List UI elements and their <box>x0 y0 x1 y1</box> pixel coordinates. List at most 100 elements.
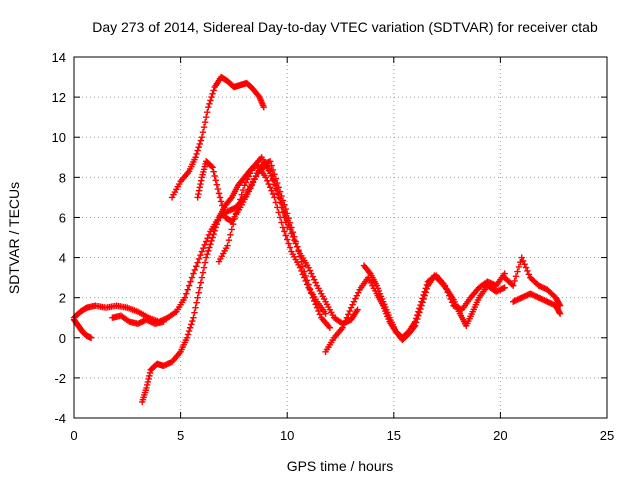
data-point <box>271 181 278 188</box>
data-point <box>195 187 203 194</box>
data-point <box>237 196 244 203</box>
data-point <box>345 311 352 318</box>
data-point <box>262 174 270 181</box>
data-point <box>241 182 248 189</box>
data-point <box>213 220 221 228</box>
y-tick-label: -4 <box>54 411 66 426</box>
y-tick-label: 8 <box>59 170 66 185</box>
data-point <box>143 384 150 392</box>
data-point <box>299 263 307 270</box>
chart-title: Day 273 of 2014, Sidereal Day-to-day VTE… <box>92 19 598 35</box>
data-point <box>268 187 275 194</box>
y-tick-label: 4 <box>59 251 66 266</box>
data-point <box>205 103 212 111</box>
data-point <box>197 279 205 286</box>
data-point <box>186 324 194 331</box>
data-point <box>214 185 222 193</box>
data-point <box>519 257 527 265</box>
data-point <box>281 228 288 235</box>
data-point <box>198 274 206 281</box>
data-point <box>214 217 222 224</box>
data-point <box>347 304 355 311</box>
data-point <box>266 184 274 191</box>
data-point <box>189 317 196 325</box>
data-point <box>216 194 224 201</box>
data-point <box>199 129 207 136</box>
data-point <box>349 301 356 308</box>
y-tick-labels: -4 -2 0 2 4 6 8 10 12 14 <box>52 50 66 426</box>
data-point <box>293 243 301 251</box>
data-point <box>208 163 215 170</box>
data-point <box>212 177 219 184</box>
data-point <box>518 254 525 261</box>
data-point <box>301 274 308 281</box>
data-point <box>342 317 349 325</box>
data-point <box>193 299 200 306</box>
data-point <box>272 185 280 192</box>
data-point <box>221 210 228 217</box>
data-point <box>514 268 521 275</box>
data-point <box>202 113 210 121</box>
data-point <box>556 310 564 317</box>
y-tick-label: 2 <box>59 291 66 306</box>
data-point <box>260 103 267 111</box>
y-tick-label: 10 <box>52 130 66 145</box>
data-point <box>200 264 208 271</box>
data-point <box>190 314 197 321</box>
data-point <box>185 282 193 289</box>
data-point <box>191 309 198 316</box>
data-point <box>292 240 299 247</box>
data-point <box>185 327 193 335</box>
grid-lines <box>74 57 607 418</box>
data-point <box>509 282 517 289</box>
data-point <box>521 261 528 268</box>
data-point <box>285 240 292 247</box>
data-point <box>346 307 353 315</box>
y-tick-label: 6 <box>59 210 66 225</box>
data-point <box>284 236 291 243</box>
data-point <box>266 158 274 165</box>
data-point <box>224 242 231 249</box>
data-point <box>312 279 319 286</box>
series-arc-10 <box>501 254 564 309</box>
data-point <box>201 241 208 249</box>
data-point <box>296 264 304 271</box>
data-point <box>316 311 324 318</box>
data-point <box>281 214 288 221</box>
data-point <box>210 87 217 94</box>
data-point <box>244 176 251 183</box>
data-point <box>229 220 237 228</box>
data-point <box>305 264 312 271</box>
data-point <box>302 277 309 285</box>
data-point <box>146 372 153 380</box>
data-point <box>183 290 190 297</box>
data-point <box>198 134 206 141</box>
series-arc-7 <box>215 154 291 265</box>
data-point <box>315 307 322 315</box>
data-point <box>194 259 201 266</box>
data-point <box>340 321 348 328</box>
data-point <box>144 378 152 386</box>
data-point <box>522 264 530 271</box>
data-point <box>184 331 192 338</box>
data-point <box>188 274 196 281</box>
data-point <box>181 294 189 301</box>
data-point <box>419 299 426 306</box>
data-point <box>197 137 205 144</box>
data-point <box>225 236 233 244</box>
data-point <box>198 248 206 255</box>
data-point <box>422 289 429 296</box>
data-point <box>265 180 272 188</box>
data-point <box>215 190 223 197</box>
x-axis-label: GPS time / hours <box>287 458 394 474</box>
data-point <box>508 281 515 288</box>
data-point <box>231 215 238 222</box>
x-tick-labels: 0 5 10 15 20 25 <box>70 428 614 443</box>
series-arc-11 <box>509 290 564 317</box>
y-axis-label: SDTVAR / TECUs <box>6 182 22 294</box>
data-point <box>207 240 214 248</box>
data-point <box>188 321 195 328</box>
data-point <box>145 375 152 383</box>
data-point <box>311 276 318 283</box>
